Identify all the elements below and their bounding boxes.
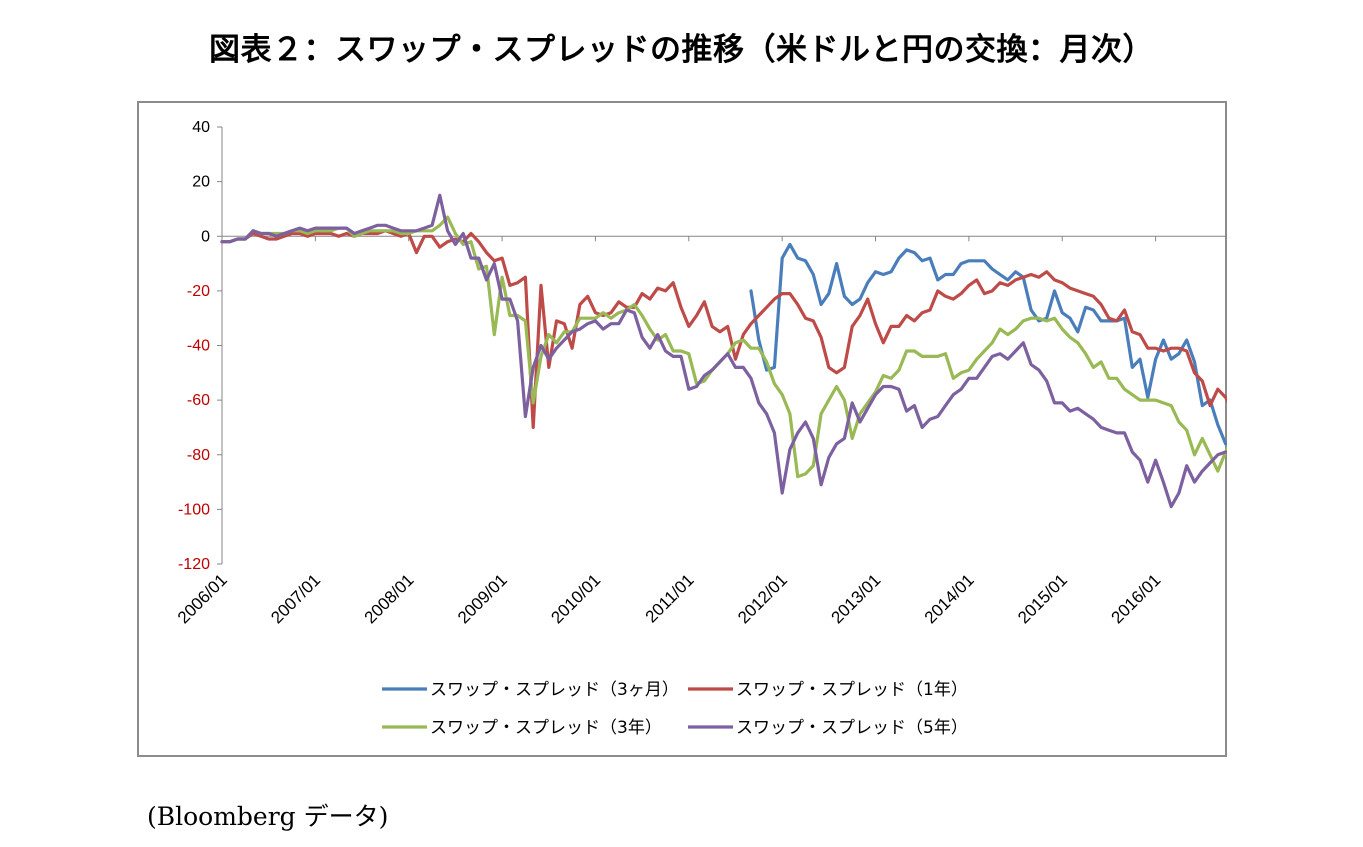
legend-label-1: スワップ・スプレッド（3ヶ月） (430, 680, 679, 700)
x-tick-label: 2015/01 (1014, 570, 1071, 627)
y-tick-label: 0 (201, 228, 210, 245)
chart-frame (137, 101, 1227, 757)
series-line-3 (220, 215, 1227, 479)
x-tick-label: 2011/01 (642, 570, 698, 626)
y-tick-label: -100 (178, 501, 210, 518)
x-tick-label: 2007/01 (267, 570, 324, 627)
legend-label-2: スワップ・スプレッド（1年） (736, 680, 968, 700)
y-tick-label: -40 (187, 338, 210, 355)
y-tick-label: -20 (187, 283, 210, 300)
y-tick-label: -120 (178, 556, 210, 573)
y-tick-label: -60 (187, 392, 210, 409)
x-tick-label: 2016/01 (1108, 570, 1165, 627)
y-tick-label: -80 (187, 447, 210, 464)
legend-label-4: スワップ・スプレッド（5年） (736, 718, 968, 738)
page-title: 図表２：スワップ・スプレッドの推移（米ドルと円の交換：月次） (209, 32, 1154, 68)
legend-label-3: スワップ・スプレッド（3年） (430, 718, 662, 738)
y-tick-label: 20 (192, 174, 210, 191)
x-tick-label: 2012/01 (734, 570, 791, 627)
x-tick-label: 2009/01 (454, 570, 511, 627)
source-note: (Bloomberg データ) (147, 802, 389, 831)
series-line-1 (749, 242, 1227, 446)
x-tick-label: 2013/01 (827, 570, 884, 627)
series-line-4 (220, 193, 1227, 509)
x-tick-label: 2014/01 (921, 570, 978, 627)
x-tick-label: 2006/01 (174, 570, 231, 627)
series-line-2 (220, 229, 1227, 429)
y-tick-label: 40 (192, 119, 210, 136)
x-tick-label: 2008/01 (361, 570, 418, 627)
x-tick-label: 2010/01 (547, 570, 604, 627)
